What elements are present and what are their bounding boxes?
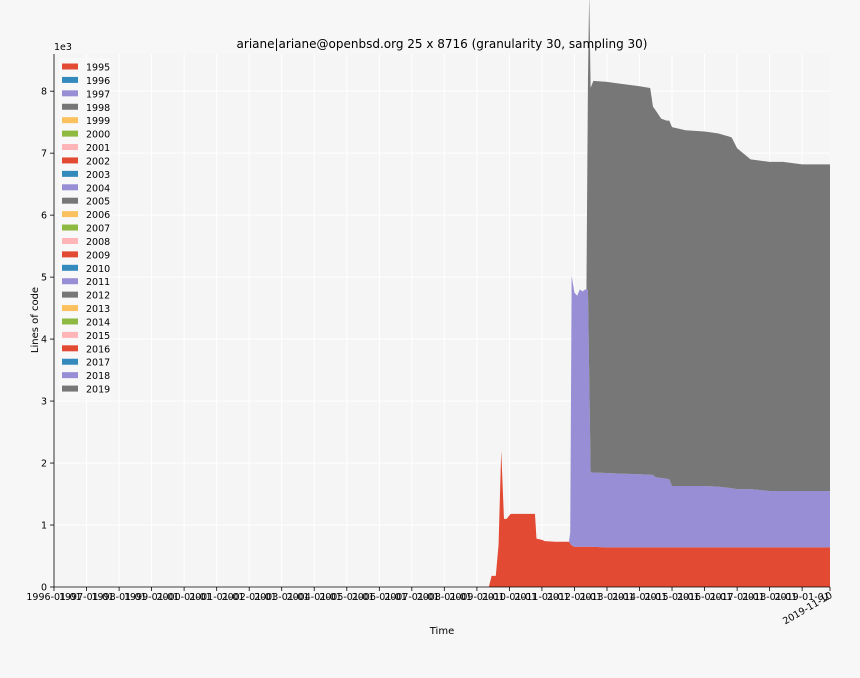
y-tick-label: 3 <box>41 397 47 408</box>
legend-swatch <box>62 144 78 151</box>
x-tick-label: 2003-01-01 <box>254 592 309 603</box>
y-tick-label: 7 <box>41 149 47 160</box>
legend-swatch <box>62 264 78 271</box>
x-tick-label: 2012-01-01 <box>547 592 602 603</box>
legend-swatch <box>62 76 78 83</box>
y-tick-label: 6 <box>41 211 47 222</box>
x-tick-label: 2010-01-01 <box>482 592 537 603</box>
legend-label: 2003 <box>86 170 110 181</box>
y-tick-label: 0 <box>41 583 47 594</box>
legend-swatch <box>62 211 78 218</box>
x-tick-label: 2019-01-01 <box>775 592 830 603</box>
legend-label: 2004 <box>86 183 110 194</box>
legend-swatch <box>62 170 78 177</box>
x-tick-label: 2007-01-01 <box>384 592 439 603</box>
legend-label: 1999 <box>86 116 110 127</box>
x-tick-label: 2017-01-01 <box>710 592 765 603</box>
y-axis-multiplier: 1e3 <box>54 42 72 53</box>
legend-label: 2016 <box>86 344 110 355</box>
legend-swatch <box>62 318 78 325</box>
legend-swatch <box>62 130 78 137</box>
legend-swatch <box>62 251 78 258</box>
legend-swatch <box>62 63 78 70</box>
legend-swatch <box>62 157 78 164</box>
legend-swatch <box>62 358 78 365</box>
legend-swatch <box>62 197 78 204</box>
chart-title: ariane|ariane@openbsd.org 25 x 8716 (gra… <box>237 37 648 51</box>
area-series-group <box>488 0 830 587</box>
legend-label: 2005 <box>86 197 110 208</box>
y-tick-label: 4 <box>41 335 47 346</box>
legend-swatch <box>62 237 78 244</box>
area-series-2009 <box>488 450 830 587</box>
x-tick-label: 1997-01-01 <box>59 592 114 603</box>
legend-swatch <box>62 224 78 231</box>
legend-label: 2018 <box>86 371 110 382</box>
legend-swatch <box>62 331 78 338</box>
x-tick-label: 1996-01-01 <box>26 592 81 603</box>
legend-swatch <box>62 372 78 379</box>
x-tick-label: 2013-01-01 <box>579 592 634 603</box>
legend-swatch <box>62 117 78 124</box>
legend-label: 2013 <box>86 304 110 315</box>
x-tick-label: 2006-01-01 <box>352 592 407 603</box>
y-tick-label: 5 <box>41 273 47 284</box>
legend-label: 2015 <box>86 331 110 342</box>
y-axis-label: Lines of code <box>30 287 41 353</box>
x-axis-label: Time <box>429 626 454 637</box>
legend-label: 2008 <box>86 237 110 248</box>
legend-swatch <box>62 184 78 191</box>
legend-label: 2007 <box>86 224 110 235</box>
legend-label: 2014 <box>86 317 110 328</box>
legend-swatch <box>62 305 78 312</box>
x-tick-label: 1999-01-01 <box>124 592 179 603</box>
legend-label: 1998 <box>86 103 110 114</box>
legend-label: 1997 <box>86 89 110 100</box>
x-tick-label: 2001-01-01 <box>189 592 244 603</box>
axes: 0123456781996-01-011997-01-011998-01-011… <box>26 54 835 627</box>
legend-swatch <box>62 90 78 97</box>
x-tick-label: 2015-01-01 <box>644 592 699 603</box>
area-series-2011 <box>488 275 830 587</box>
legend-label: 2010 <box>86 264 110 275</box>
area-series-2012 <box>488 0 830 587</box>
x-tick-label: 2011-01-01 <box>514 592 569 603</box>
legend-label: 2002 <box>86 156 110 167</box>
legend-swatch <box>62 345 78 352</box>
legend-swatch <box>62 385 78 392</box>
x-tick-label: 2018-01-01 <box>742 592 797 603</box>
x-tick-label: 2005-01-01 <box>319 592 374 603</box>
legend-label: 2009 <box>86 250 110 261</box>
x-tick-label: 2009-01-01 <box>449 592 504 603</box>
x-tick-label: 2008-01-01 <box>417 592 472 603</box>
x-tick-label: 2014-01-01 <box>612 592 667 603</box>
legend-swatch <box>62 278 78 285</box>
x-tick-label: 2016-01-01 <box>677 592 732 603</box>
x-tick-label: 2002-01-01 <box>222 592 277 603</box>
legend: 1995 1996 1997 1998 1999 2000 2001 2002 2003 2004… <box>59 58 111 400</box>
legend-label: 2006 <box>86 210 110 221</box>
legend-swatch <box>62 103 78 110</box>
y-tick-label: 2 <box>41 459 47 470</box>
legend-label: 2019 <box>86 385 110 396</box>
x-tick-label: 1998-01-01 <box>91 592 146 603</box>
x-tick-label: 2004-01-01 <box>287 592 342 603</box>
legend-label: 2012 <box>86 291 110 302</box>
legend-label: 2000 <box>86 130 110 141</box>
legend-swatch <box>62 291 78 298</box>
y-tick-label: 1 <box>41 521 47 532</box>
legend-label: 1996 <box>86 76 110 87</box>
y-tick-label: 8 <box>41 87 47 98</box>
legend-label: 2011 <box>86 277 110 288</box>
legend-label: 2001 <box>86 143 110 154</box>
legend-label: 1995 <box>86 63 110 74</box>
legend-label: 2017 <box>86 358 110 369</box>
x-tick-label: 2000-01-01 <box>156 592 211 603</box>
